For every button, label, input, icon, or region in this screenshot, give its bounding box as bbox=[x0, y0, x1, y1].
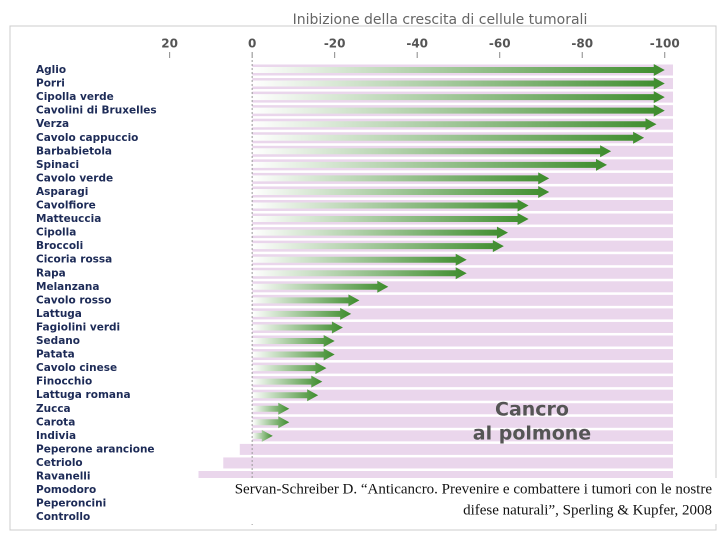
arrow bbox=[252, 118, 657, 131]
arrow bbox=[252, 131, 645, 144]
x-tick-label: -100 bbox=[650, 37, 680, 51]
arrow bbox=[252, 226, 508, 239]
category-label: Peperoncini bbox=[36, 498, 106, 510]
category-label: Cicoria rossa bbox=[36, 254, 112, 266]
arrow bbox=[252, 402, 290, 415]
x-tick-label: -20 bbox=[324, 37, 346, 51]
category-label: Finocchio bbox=[36, 376, 92, 388]
arrow bbox=[252, 185, 550, 198]
arrow bbox=[252, 389, 319, 402]
arrow bbox=[252, 321, 343, 334]
category-label: Aglio bbox=[36, 64, 66, 76]
arrow bbox=[252, 91, 665, 104]
category-label: Peperone arancione bbox=[36, 443, 155, 455]
category-label: Cavolo rosso bbox=[36, 294, 111, 306]
frame bbox=[9, 25, 717, 531]
arrow bbox=[252, 240, 504, 253]
arrow bbox=[252, 158, 607, 171]
category-label: Ravanelli bbox=[36, 471, 91, 483]
x-tick-label: -80 bbox=[571, 37, 593, 51]
bar-background bbox=[252, 281, 674, 293]
category-label: Spinaci bbox=[36, 159, 79, 171]
arrow bbox=[252, 280, 389, 293]
x-tick-label: 0 bbox=[248, 37, 256, 51]
bar-background bbox=[239, 443, 673, 455]
arrow bbox=[252, 348, 335, 361]
annotation: Cancro bbox=[495, 399, 569, 421]
category-label: Controllo bbox=[36, 511, 90, 523]
caption-background bbox=[136, 478, 720, 524]
bar-background bbox=[198, 471, 673, 482]
category-label: Verza bbox=[36, 118, 69, 130]
bar-background bbox=[252, 362, 674, 374]
category-label: Cipolla verde bbox=[36, 91, 114, 103]
arrow bbox=[252, 294, 360, 307]
category-label: Melanzana bbox=[36, 281, 100, 293]
category-label: Fagiolini verdi bbox=[36, 321, 120, 333]
category-label: Cavolini di Bruxelles bbox=[36, 105, 157, 117]
caption: Servan-Schreiber D. “Anticancro. Preveni… bbox=[235, 481, 713, 497]
arrow bbox=[252, 213, 529, 226]
category-label: Rapa bbox=[36, 267, 66, 279]
category-label: Sedano bbox=[36, 335, 80, 347]
arrow bbox=[252, 64, 665, 76]
bar-background bbox=[252, 430, 674, 442]
arrow bbox=[252, 172, 550, 185]
category-label: Cipolla bbox=[36, 227, 76, 239]
chart-title: Inibizione della crescita di cellule tum… bbox=[293, 12, 588, 28]
caption: difese naturali”, Sperling & Kupfer, 200… bbox=[463, 502, 712, 518]
category-label: Barbabietola bbox=[36, 145, 112, 157]
category-label: Carota bbox=[36, 416, 75, 428]
bar-background bbox=[252, 403, 674, 415]
category-label: Cavolo cappuccio bbox=[36, 132, 138, 144]
category-label: Asparagi bbox=[36, 186, 88, 198]
bar-background bbox=[252, 294, 674, 306]
arrow bbox=[252, 362, 327, 375]
annotation: al polmone bbox=[473, 423, 591, 445]
arrow bbox=[252, 375, 323, 388]
category-label: Broccoli bbox=[36, 240, 83, 252]
bar-background bbox=[252, 321, 674, 333]
arrow bbox=[252, 145, 612, 158]
bar-background bbox=[252, 376, 674, 388]
category-label: Indivia bbox=[36, 430, 76, 442]
arrow bbox=[252, 416, 290, 429]
arrow bbox=[252, 267, 467, 280]
category-label: Cavolo cinese bbox=[36, 362, 117, 374]
arrow bbox=[252, 307, 352, 320]
category-label: Cavolo verde bbox=[36, 172, 113, 184]
arrow bbox=[252, 199, 529, 212]
category-label: Matteuccia bbox=[36, 213, 101, 225]
bar-background bbox=[252, 349, 674, 361]
arrow bbox=[252, 335, 335, 347]
category-label: Patata bbox=[36, 349, 75, 361]
category-label: Lattuga romana bbox=[36, 389, 131, 401]
category-label: Zucca bbox=[36, 403, 71, 415]
x-tick-label: -40 bbox=[406, 37, 428, 51]
arrow bbox=[252, 77, 665, 90]
bar-background bbox=[252, 416, 674, 428]
category-label: Porri bbox=[36, 78, 65, 90]
category-label: Cetriolo bbox=[36, 457, 83, 469]
arrow bbox=[252, 253, 467, 266]
category-label: Cavolfiore bbox=[36, 200, 96, 212]
arrow bbox=[252, 429, 273, 442]
category-label: Pomodoro bbox=[36, 484, 96, 496]
bar-background bbox=[223, 457, 674, 469]
arrow bbox=[252, 104, 665, 117]
x-tick-label: -60 bbox=[489, 37, 511, 51]
x-tick-label: 20 bbox=[161, 37, 178, 51]
bar-background bbox=[252, 389, 674, 401]
bar-background bbox=[252, 335, 674, 347]
bar-background bbox=[252, 308, 674, 320]
category-label: Lattuga bbox=[36, 308, 82, 320]
